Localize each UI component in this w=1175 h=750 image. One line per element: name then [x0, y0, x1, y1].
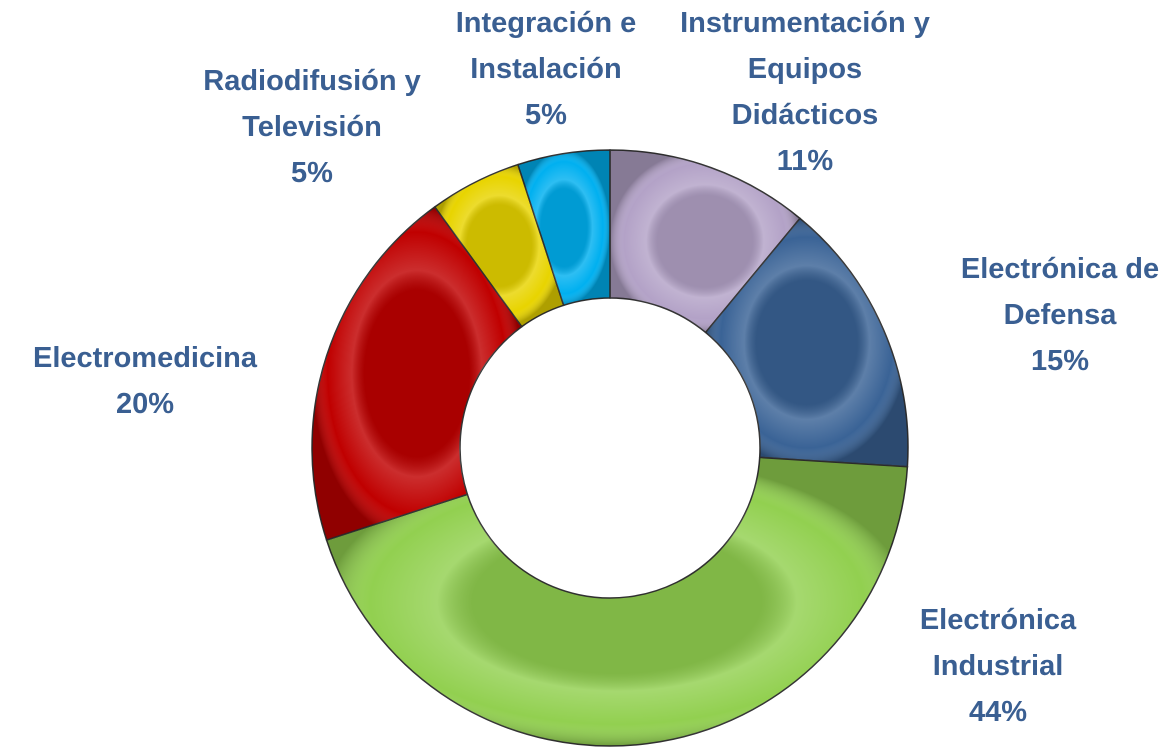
category-name: Radiodifusión y Televisión [203, 65, 421, 143]
category-name: Electromedicina [32, 342, 258, 374]
category-name: Instrumentación y Equipos Didácticos [680, 7, 930, 131]
category-name: Electrónica Industrial [919, 604, 1077, 682]
segment-label: Instrumentación y Equipos Didácticos 11% [680, 0, 930, 184]
category-name: Electrónica de Defensa [960, 253, 1160, 331]
segment-label: Electromedicina 20% [0, 335, 290, 427]
segment-label: Radiodifusión y Televisión 5% [182, 58, 442, 196]
value-label: 5% [291, 157, 333, 189]
value-label: 15% [1030, 345, 1090, 377]
value-label: 20% [115, 388, 175, 420]
value-label: 44% [968, 696, 1028, 728]
value-label: 5% [525, 99, 567, 131]
category-name: Integración e Instalación [455, 7, 637, 85]
segment-label: Integración e Instalación 5% [436, 0, 656, 138]
value-label: 11% [776, 145, 834, 177]
segment-label: Electrónica Industrial 44% [898, 597, 1098, 735]
segment-label: Electrónica de Defensa 15% [940, 246, 1175, 384]
